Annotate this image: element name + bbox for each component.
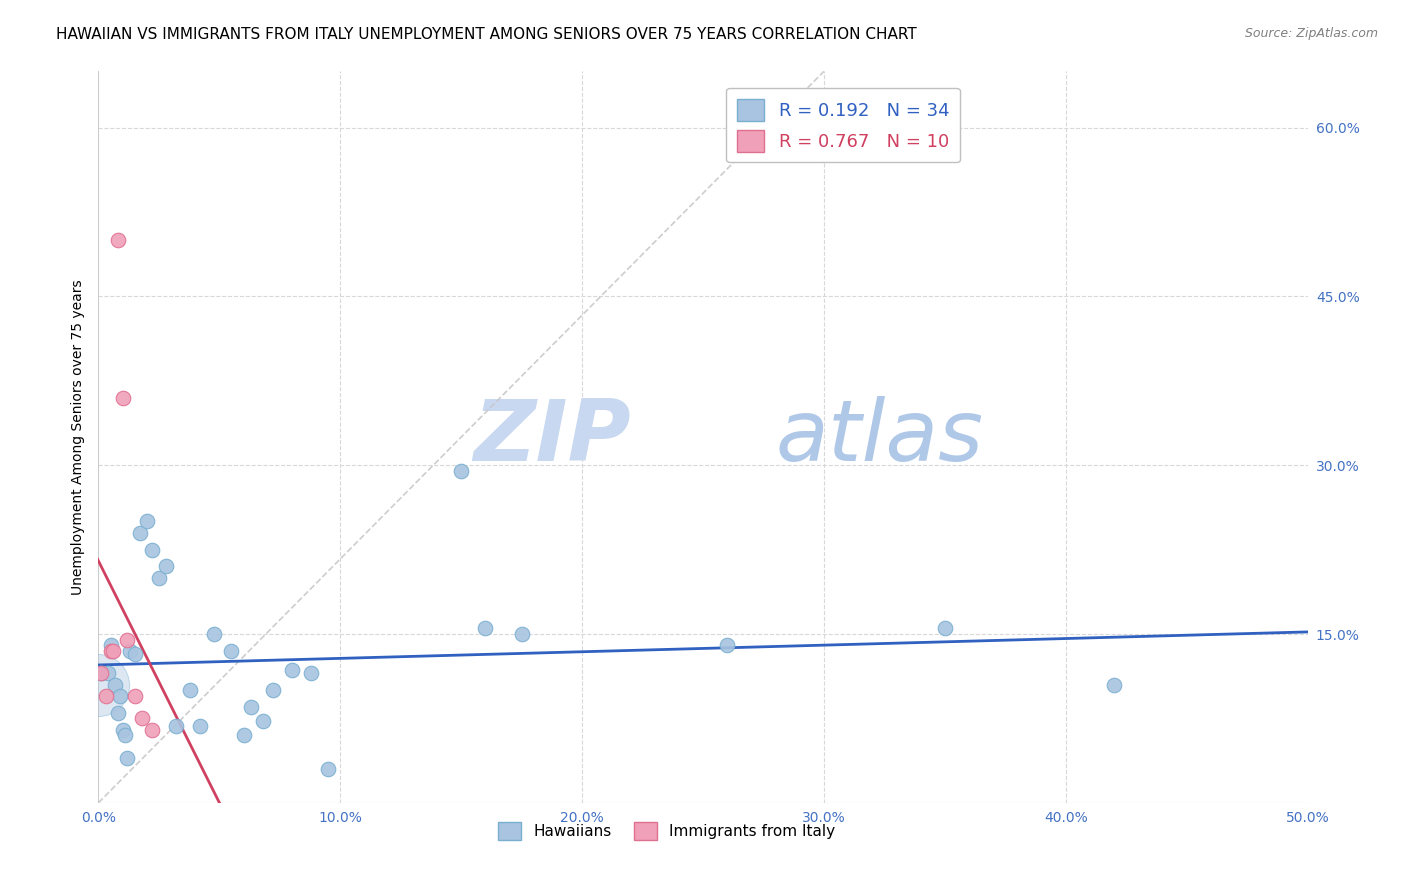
Point bbox=[118, 644, 141, 658]
Point bbox=[94, 689, 117, 703]
Point bbox=[232, 728, 254, 742]
Point bbox=[90, 666, 112, 681]
Point bbox=[155, 559, 177, 574]
Point bbox=[100, 644, 122, 658]
Point bbox=[101, 644, 124, 658]
Point bbox=[117, 632, 139, 647]
Point bbox=[510, 627, 533, 641]
Point bbox=[239, 700, 262, 714]
Point bbox=[107, 706, 129, 720]
Point bbox=[97, 666, 120, 681]
Point bbox=[1102, 678, 1125, 692]
Point bbox=[474, 621, 496, 635]
Legend: Hawaiians, Immigrants from Italy: Hawaiians, Immigrants from Italy bbox=[492, 815, 842, 847]
Point bbox=[148, 571, 170, 585]
Point bbox=[131, 711, 153, 725]
Point bbox=[934, 621, 956, 635]
Point bbox=[128, 525, 150, 540]
Point bbox=[111, 723, 134, 737]
Point bbox=[108, 689, 131, 703]
Point bbox=[124, 689, 146, 703]
Point bbox=[141, 723, 163, 737]
Point bbox=[188, 719, 211, 733]
Point bbox=[104, 678, 127, 692]
Point bbox=[221, 644, 243, 658]
Point bbox=[316, 762, 339, 776]
Point bbox=[90, 666, 112, 681]
Y-axis label: Unemployment Among Seniors over 75 years: Unemployment Among Seniors over 75 years bbox=[70, 279, 84, 595]
Text: Source: ZipAtlas.com: Source: ZipAtlas.com bbox=[1244, 27, 1378, 40]
Point bbox=[135, 515, 157, 529]
Point bbox=[165, 719, 187, 733]
Text: ZIP: ZIP bbox=[472, 395, 630, 479]
Point bbox=[179, 683, 201, 698]
Text: HAWAIIAN VS IMMIGRANTS FROM ITALY UNEMPLOYMENT AMONG SENIORS OVER 75 YEARS CORRE: HAWAIIAN VS IMMIGRANTS FROM ITALY UNEMPL… bbox=[56, 27, 917, 42]
Point bbox=[299, 666, 322, 681]
Point bbox=[111, 391, 134, 405]
Point bbox=[141, 542, 163, 557]
Point bbox=[87, 678, 110, 692]
Point bbox=[100, 638, 122, 652]
Point bbox=[450, 464, 472, 478]
Point bbox=[204, 627, 226, 641]
Point bbox=[281, 663, 304, 677]
Point bbox=[107, 233, 129, 247]
Point bbox=[262, 683, 284, 698]
Point bbox=[124, 647, 146, 661]
Point bbox=[117, 751, 139, 765]
Point bbox=[114, 728, 136, 742]
Point bbox=[252, 714, 274, 728]
Text: atlas: atlas bbox=[776, 395, 984, 479]
Point bbox=[716, 638, 738, 652]
